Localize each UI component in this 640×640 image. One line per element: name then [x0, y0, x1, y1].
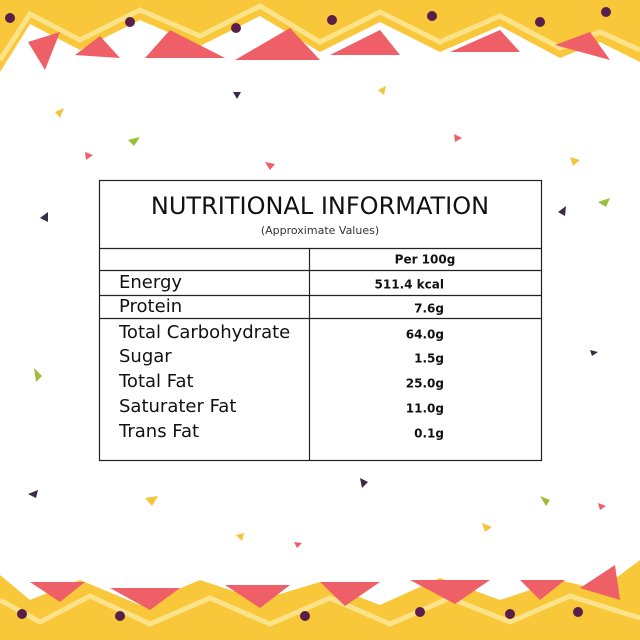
nutrient-value: 0.1g — [414, 427, 444, 441]
nutrient-name: Saturater Fat — [119, 396, 236, 417]
confetti — [28, 86, 610, 548]
nutrient-name: Protein — [119, 296, 182, 317]
nutrient-name: Total Fat — [118, 371, 194, 392]
nutrient-value: 25.0g — [406, 377, 444, 391]
nutrient-value: 511.4 kcal — [375, 278, 444, 292]
nutrient-value: 11.0g — [406, 402, 444, 416]
nutrient-value: 64.0g — [406, 328, 444, 342]
nutrient-name: Energy — [119, 272, 182, 293]
table-subtitle: (Approximate Values) — [261, 224, 379, 237]
nutrition-table: NUTRITIONAL INFORMATION (Approximate Val… — [98, 179, 543, 462]
bottom-border — [0, 560, 640, 640]
nutrient-value: 1.5g — [414, 352, 444, 366]
column-header: Per 100g — [395, 253, 456, 267]
nutrient-name: Total Carbohydrate — [118, 322, 290, 343]
nutrient-name: Trans Fat — [118, 421, 199, 442]
nutrient-name: Sugar — [119, 346, 172, 367]
nutrient-value: 7.6g — [414, 302, 444, 316]
table-title: NUTRITIONAL INFORMATION — [151, 192, 489, 220]
top-border — [0, 0, 640, 72]
table-frame — [98, 179, 543, 462]
